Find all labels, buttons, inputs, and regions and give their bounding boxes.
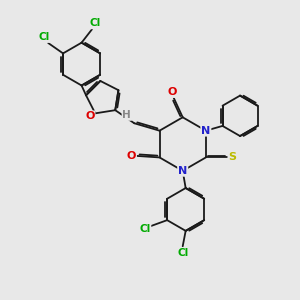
Text: O: O [85,111,94,121]
Text: S: S [229,152,237,162]
Text: Cl: Cl [139,224,151,234]
Text: O: O [127,151,136,161]
Text: O: O [168,87,177,97]
Text: Cl: Cl [177,248,188,258]
Text: Cl: Cl [39,32,50,42]
Text: Cl: Cl [89,18,100,28]
Text: N: N [178,166,187,176]
Text: H: H [122,110,131,120]
Text: N: N [201,126,211,136]
